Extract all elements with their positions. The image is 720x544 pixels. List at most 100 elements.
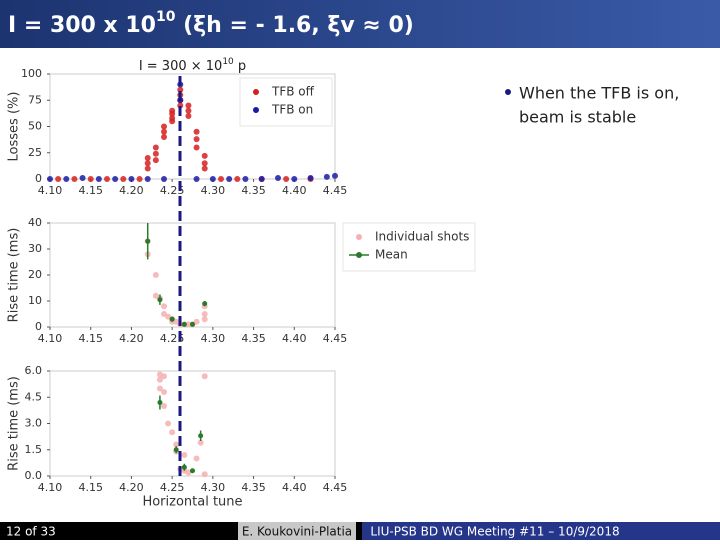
title-part: (ξh = - 1.6, ξv ≈ 0) xyxy=(175,13,413,38)
point xyxy=(283,176,290,182)
footer-meeting-box xyxy=(362,522,720,540)
point xyxy=(79,174,86,181)
point xyxy=(161,403,167,409)
point xyxy=(87,176,94,182)
legend-box xyxy=(239,77,333,127)
legend-marker xyxy=(253,89,259,95)
x-tick-label: 4.25 xyxy=(160,332,185,345)
x-tick-label: 4.35 xyxy=(241,481,266,494)
point xyxy=(144,155,151,161)
point xyxy=(291,176,298,182)
point xyxy=(173,441,180,448)
point xyxy=(120,176,127,182)
point xyxy=(201,311,208,317)
bullet-line: beam is stable xyxy=(519,108,636,127)
point xyxy=(156,376,163,383)
y-tick-label: 3.0 xyxy=(25,417,43,430)
y-axis-label: Rise time (ms) xyxy=(7,376,22,471)
y-tick-label: 30 xyxy=(28,242,42,255)
title-bar xyxy=(0,0,720,48)
y-tick-label: 0 xyxy=(35,320,42,333)
y-tick-label: 20 xyxy=(28,268,42,281)
x-tick-label: 4.25 xyxy=(160,481,185,494)
point xyxy=(201,316,208,323)
point xyxy=(63,176,70,182)
y-axis-label: Losses (%) xyxy=(7,92,22,162)
y-tick-label: 75 xyxy=(28,93,42,106)
point xyxy=(332,172,338,179)
x-tick-label: 4.20 xyxy=(119,184,144,197)
point xyxy=(152,144,159,151)
point xyxy=(173,447,179,453)
point xyxy=(193,318,200,325)
point xyxy=(152,157,159,164)
point xyxy=(198,433,204,439)
point xyxy=(157,297,163,303)
y-tick-label: 4.5 xyxy=(25,390,43,403)
point xyxy=(307,174,314,181)
x-tick-label: 4.10 xyxy=(38,481,63,494)
point xyxy=(152,150,159,157)
point xyxy=(185,102,192,109)
title-sup: 10 xyxy=(222,57,234,67)
point xyxy=(193,176,200,182)
point xyxy=(71,176,78,182)
point xyxy=(152,272,159,278)
x-tick-label: 4.10 xyxy=(38,184,63,197)
bullet-dot xyxy=(505,89,511,95)
point xyxy=(201,165,208,172)
point xyxy=(55,176,62,182)
legend-label: Mean xyxy=(375,248,408,262)
point xyxy=(144,160,151,167)
legend-label: TFB on xyxy=(271,103,313,117)
point xyxy=(161,123,167,130)
x-tick-label: 4.20 xyxy=(119,481,144,494)
legend-label: TFB off xyxy=(271,85,315,99)
x-tick-label: 4.15 xyxy=(78,481,103,494)
plot-frame xyxy=(49,370,336,477)
title-part: I = 300 × 10 xyxy=(139,59,223,74)
y-tick-label: 50 xyxy=(28,120,42,133)
point xyxy=(190,468,195,474)
x-tick-label: 4.15 xyxy=(78,184,103,197)
y-tick-label: 6.0 xyxy=(25,364,43,377)
point xyxy=(201,160,208,167)
legend-label: Individual shots xyxy=(375,230,469,244)
point xyxy=(128,176,135,182)
x-tick-label: 4.15 xyxy=(78,332,103,345)
point xyxy=(202,301,208,307)
y-tick-label: 100 xyxy=(21,67,42,80)
chart-title: I = 300 × 1010 p xyxy=(139,57,246,74)
point xyxy=(169,429,176,436)
point xyxy=(165,420,172,427)
point xyxy=(161,389,167,395)
point xyxy=(161,373,167,380)
point xyxy=(169,115,176,122)
x-tick-label: 4.30 xyxy=(201,332,226,345)
point xyxy=(193,144,200,151)
point xyxy=(226,176,233,182)
x-tick-label: 4.35 xyxy=(241,184,266,197)
footer-author-box xyxy=(238,522,356,540)
footer-meeting: LIU-PSB BD WG Meeting #11 – 10/9/2018 xyxy=(370,525,619,539)
footer-author: E. Koukovini-Platia xyxy=(242,525,352,539)
point xyxy=(275,174,281,181)
point xyxy=(47,176,53,182)
point xyxy=(157,400,163,405)
bullet-line: When the TFB is on, xyxy=(519,84,679,103)
y-tick-label: 10 xyxy=(28,294,42,307)
y-tick-label: 40 xyxy=(28,216,42,229)
point xyxy=(104,176,110,182)
point xyxy=(234,176,241,182)
y-tick-label: 0 xyxy=(35,172,42,185)
point xyxy=(161,128,167,135)
point xyxy=(201,373,208,380)
point xyxy=(161,134,167,140)
point xyxy=(181,321,187,327)
point xyxy=(144,176,151,182)
x-tick-label: 4.40 xyxy=(282,184,307,197)
y-tick-label: 25 xyxy=(28,146,42,159)
x-tick-label: 4.40 xyxy=(282,332,307,345)
x-tick-label: 4.45 xyxy=(323,481,348,494)
point xyxy=(161,176,167,182)
